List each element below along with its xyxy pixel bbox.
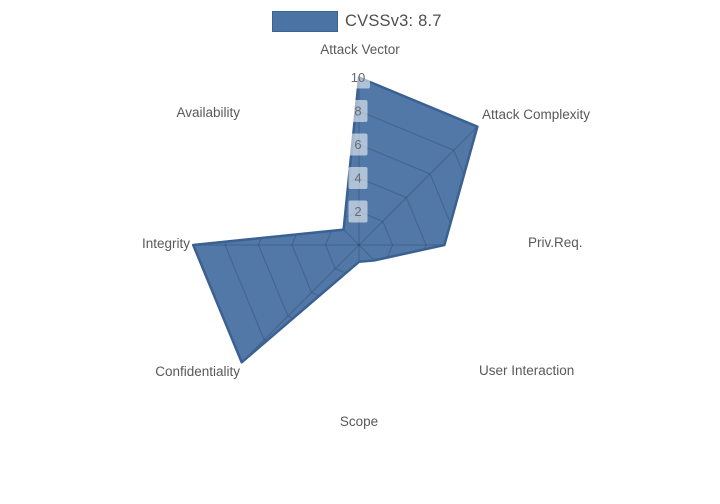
radial-tick-label: 2 bbox=[348, 200, 368, 223]
radar-data-polygon bbox=[193, 77, 478, 363]
axis-label-attack-complexity: Attack Complexity bbox=[482, 107, 590, 122]
axis-label-priv-req: Priv.Req. bbox=[528, 235, 583, 250]
radial-tick-label: 6 bbox=[348, 133, 368, 156]
axis-label-scope: Scope bbox=[340, 414, 378, 429]
svg-text:4: 4 bbox=[354, 171, 361, 186]
axis-label-user-interaction: User Interaction bbox=[479, 363, 574, 378]
svg-text:6: 6 bbox=[354, 137, 361, 152]
legend-swatch bbox=[272, 10, 338, 32]
radar-polygon-outline bbox=[191, 76, 479, 364]
legend-label: CVSSv3: 8.7 bbox=[345, 12, 442, 30]
radial-tick-label: 10 bbox=[346, 66, 370, 89]
axis-label-availability: Availability bbox=[176, 105, 240, 120]
legend-item-cvssv3[interactable]: CVSSv3: 8.7 bbox=[272, 10, 442, 32]
svg-text:8: 8 bbox=[354, 104, 361, 119]
radial-axis-ticks: 2 4 6 8 10 bbox=[346, 66, 370, 223]
radial-tick-label: 8 bbox=[348, 100, 368, 122]
svg-text:10: 10 bbox=[351, 70, 365, 85]
radial-tick-label: 4 bbox=[348, 167, 368, 189]
svg-text:2: 2 bbox=[354, 204, 361, 219]
axis-label-attack-vector: Attack Vector bbox=[320, 42, 400, 57]
axis-label-confidentiality: Confidentiality bbox=[155, 364, 240, 379]
axis-label-integrity: Integrity bbox=[142, 236, 190, 251]
